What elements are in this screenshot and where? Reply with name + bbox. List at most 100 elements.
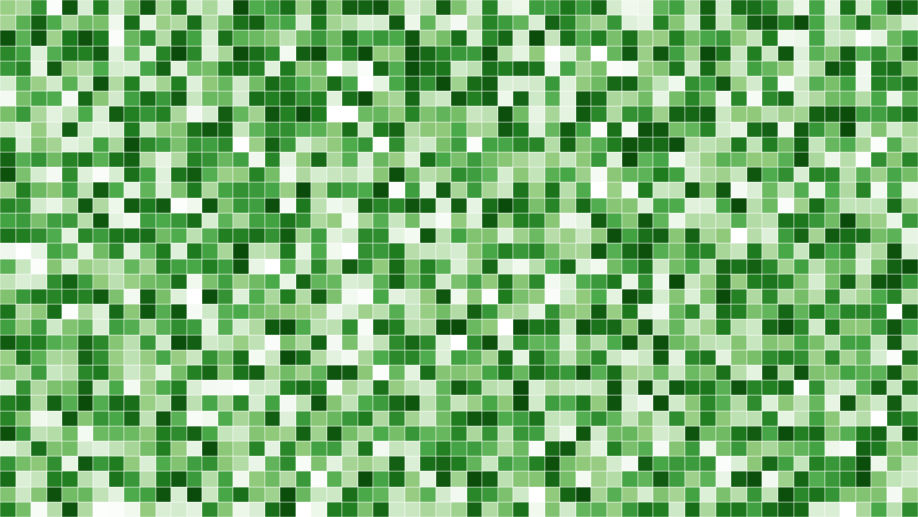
Bar: [31, 91, 47, 107]
Bar: [311, 380, 327, 396]
Bar: [763, 502, 778, 517]
Bar: [296, 502, 311, 517]
Bar: [47, 289, 62, 304]
Bar: [47, 502, 62, 517]
Bar: [0, 152, 16, 168]
Bar: [732, 0, 747, 15]
Bar: [747, 320, 763, 334]
Bar: [452, 197, 466, 213]
Bar: [482, 197, 498, 213]
Bar: [31, 349, 47, 365]
Bar: [342, 137, 358, 152]
Bar: [840, 137, 856, 152]
Bar: [856, 107, 871, 121]
Bar: [31, 502, 47, 517]
Bar: [155, 183, 171, 197]
Bar: [452, 152, 466, 168]
Bar: [824, 137, 840, 152]
Bar: [249, 107, 264, 121]
Bar: [327, 213, 342, 228]
Bar: [94, 486, 109, 502]
Bar: [669, 410, 685, 426]
Bar: [732, 258, 747, 273]
Bar: [700, 91, 716, 107]
Bar: [389, 456, 405, 472]
Bar: [405, 304, 420, 320]
Bar: [560, 258, 576, 273]
Bar: [264, 258, 280, 273]
Bar: [186, 380, 202, 396]
Bar: [793, 107, 809, 121]
Bar: [342, 228, 358, 244]
Bar: [358, 152, 374, 168]
Bar: [342, 0, 358, 15]
Bar: [466, 441, 482, 456]
Bar: [420, 441, 436, 456]
Bar: [544, 380, 560, 396]
Bar: [840, 472, 856, 486]
Bar: [405, 273, 420, 289]
Bar: [202, 197, 218, 213]
Bar: [0, 289, 16, 304]
Bar: [763, 91, 778, 107]
Bar: [576, 334, 591, 349]
Bar: [654, 107, 669, 121]
Bar: [452, 91, 466, 107]
Bar: [16, 15, 31, 31]
Bar: [296, 45, 311, 61]
Bar: [436, 31, 452, 45]
Bar: [685, 472, 700, 486]
Bar: [732, 320, 747, 334]
Bar: [436, 197, 452, 213]
Bar: [607, 91, 622, 107]
Bar: [374, 244, 389, 258]
Bar: [576, 410, 591, 426]
Bar: [374, 168, 389, 183]
Bar: [62, 121, 78, 137]
Bar: [389, 213, 405, 228]
Bar: [732, 273, 747, 289]
Bar: [78, 228, 94, 244]
Bar: [249, 258, 264, 273]
Bar: [466, 258, 482, 273]
Bar: [78, 197, 94, 213]
Bar: [358, 61, 374, 76]
Bar: [669, 31, 685, 45]
Bar: [887, 396, 902, 410]
Bar: [420, 289, 436, 304]
Bar: [374, 228, 389, 244]
Bar: [280, 396, 296, 410]
Bar: [902, 244, 918, 258]
Bar: [591, 168, 607, 183]
Bar: [109, 15, 125, 31]
Bar: [155, 15, 171, 31]
Bar: [342, 334, 358, 349]
Bar: [732, 213, 747, 228]
Bar: [389, 45, 405, 61]
Bar: [186, 441, 202, 456]
Bar: [249, 365, 264, 380]
Bar: [778, 15, 793, 31]
Bar: [685, 410, 700, 426]
Bar: [529, 502, 544, 517]
Bar: [529, 76, 544, 91]
Bar: [466, 456, 482, 472]
Bar: [296, 258, 311, 273]
Bar: [840, 121, 856, 137]
Bar: [716, 441, 732, 456]
Bar: [654, 456, 669, 472]
Bar: [466, 380, 482, 396]
Bar: [327, 107, 342, 121]
Bar: [576, 289, 591, 304]
Bar: [529, 228, 544, 244]
Bar: [840, 320, 856, 334]
Bar: [62, 0, 78, 15]
Bar: [249, 486, 264, 502]
Bar: [31, 486, 47, 502]
Bar: [887, 31, 902, 45]
Bar: [342, 31, 358, 45]
Bar: [186, 197, 202, 213]
Bar: [78, 410, 94, 426]
Bar: [452, 107, 466, 121]
Bar: [47, 244, 62, 258]
